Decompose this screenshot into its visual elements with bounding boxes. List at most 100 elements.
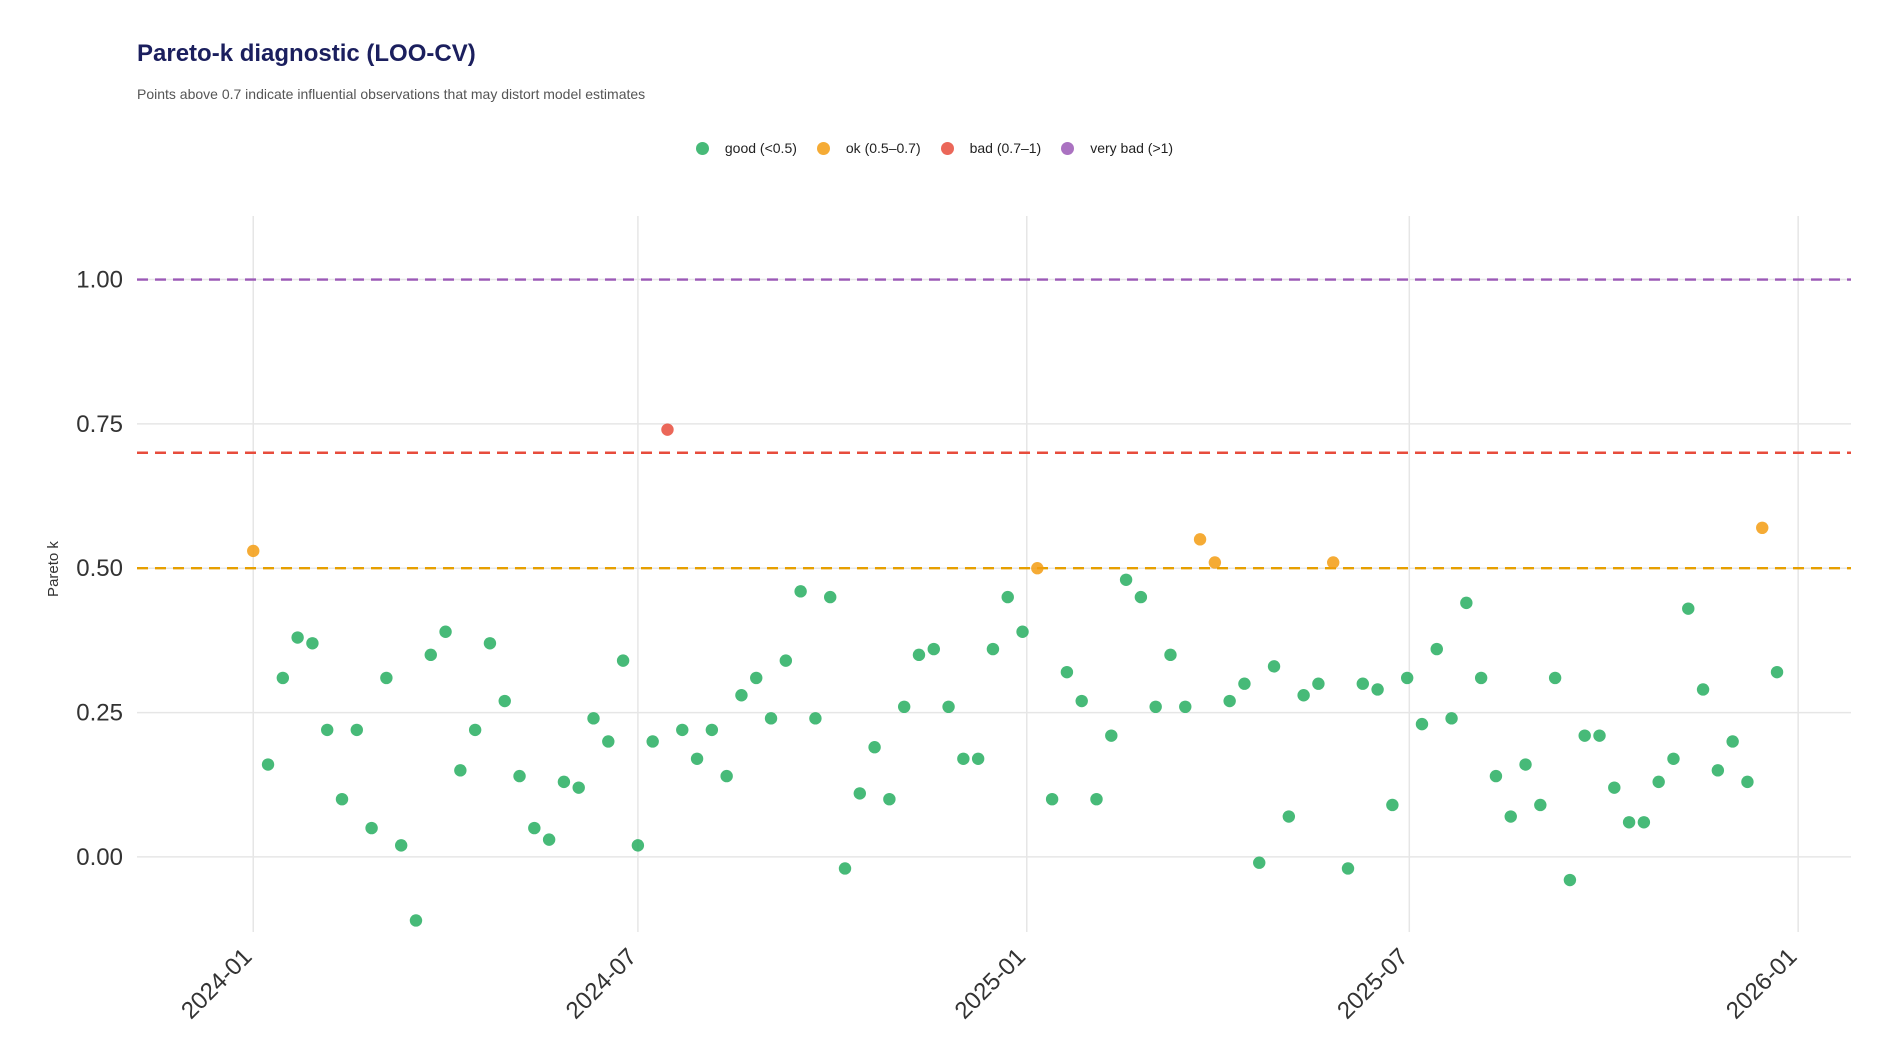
data-point bbox=[1090, 792, 1103, 806]
data-point bbox=[1031, 562, 1044, 575]
legend-label: good (<0.5) bbox=[724, 140, 797, 156]
data-point bbox=[1208, 556, 1222, 569]
data-point bbox=[498, 694, 511, 708]
legend-item: ok (0.5–0.7) bbox=[816, 140, 921, 156]
data-point bbox=[1548, 671, 1562, 685]
data-point bbox=[853, 787, 866, 800]
legend-label: bad (0.7–1) bbox=[969, 140, 1042, 156]
legend-swatch bbox=[940, 141, 954, 155]
data-point bbox=[1460, 596, 1473, 610]
data-point bbox=[276, 671, 290, 685]
data-point bbox=[1193, 533, 1207, 546]
data-point bbox=[424, 648, 437, 662]
data-point bbox=[1223, 694, 1236, 708]
data-point bbox=[1164, 648, 1177, 662]
legend: good (<0.5) ok (0.5–0.7) bad (0.7–1) very b… bbox=[0, 140, 1889, 156]
data-point bbox=[1519, 758, 1532, 771]
legend-label: very bad (>1) bbox=[1090, 140, 1174, 156]
data-point bbox=[1593, 729, 1606, 742]
x-tick-label: 2025-07 bbox=[1332, 943, 1413, 1024]
data-point bbox=[942, 700, 955, 714]
y-tick-label: 0.25 bbox=[76, 700, 123, 727]
data-point bbox=[646, 735, 659, 748]
data-point bbox=[1770, 665, 1784, 679]
data-point bbox=[1134, 590, 1148, 604]
data-point bbox=[1756, 521, 1769, 535]
data-point bbox=[1563, 873, 1577, 887]
data-point bbox=[1489, 769, 1503, 783]
data-point bbox=[690, 752, 704, 765]
data-point bbox=[1075, 694, 1088, 708]
data-point bbox=[1371, 683, 1384, 696]
x-tick-label: 2026-01 bbox=[1721, 943, 1802, 1024]
data-point bbox=[1726, 735, 1739, 748]
data-point bbox=[542, 833, 556, 846]
data-point bbox=[1119, 573, 1133, 586]
data-point bbox=[868, 741, 881, 754]
data-point bbox=[824, 590, 837, 604]
data-point bbox=[261, 758, 275, 771]
data-point bbox=[838, 862, 852, 875]
data-point bbox=[1312, 677, 1325, 690]
data-point bbox=[1415, 717, 1429, 731]
data-point bbox=[557, 775, 571, 789]
data-point bbox=[365, 821, 378, 835]
x-tick-label: 2024-01 bbox=[176, 943, 257, 1024]
data-point bbox=[513, 769, 526, 783]
data-point bbox=[661, 423, 674, 436]
legend-label: ok (0.5–0.7) bbox=[845, 140, 921, 156]
data-point bbox=[986, 642, 1000, 656]
data-point bbox=[1445, 712, 1458, 725]
legend-item: very bad (>1) bbox=[1061, 140, 1173, 156]
data-point bbox=[1430, 642, 1443, 656]
data-point bbox=[616, 654, 630, 667]
data-point bbox=[1667, 752, 1680, 765]
data-point bbox=[439, 625, 452, 638]
legend-item: bad (0.7–1) bbox=[940, 140, 1042, 156]
data-point bbox=[883, 792, 896, 806]
data-point bbox=[454, 764, 467, 777]
data-point bbox=[927, 642, 940, 656]
y-tick-label: 0.50 bbox=[76, 555, 123, 582]
data-point bbox=[602, 735, 615, 748]
data-point bbox=[1386, 798, 1399, 812]
data-point bbox=[306, 637, 319, 650]
data-point bbox=[1001, 590, 1014, 604]
data-point bbox=[897, 700, 911, 714]
threshold-lines bbox=[137, 278, 1851, 570]
data-point bbox=[1504, 810, 1517, 823]
data-point bbox=[1400, 671, 1414, 685]
data-point bbox=[394, 839, 408, 852]
data-point bbox=[764, 712, 778, 725]
data-point bbox=[335, 792, 349, 806]
data-point bbox=[1741, 775, 1754, 789]
data-point bbox=[1682, 602, 1695, 615]
data-point bbox=[1267, 660, 1281, 673]
data-point bbox=[409, 914, 423, 927]
data-point bbox=[676, 723, 689, 737]
data-point bbox=[572, 781, 585, 794]
data-point bbox=[1105, 729, 1118, 742]
data-point bbox=[779, 654, 793, 667]
y-tick-label: 0.75 bbox=[76, 411, 123, 438]
data-point bbox=[1060, 665, 1074, 679]
data-point bbox=[483, 637, 497, 650]
data-point bbox=[1016, 625, 1029, 638]
data-point bbox=[1356, 677, 1369, 690]
y-tick-label: 0.00 bbox=[76, 844, 123, 871]
legend-swatch bbox=[695, 141, 709, 155]
data-point bbox=[971, 752, 985, 765]
data-point bbox=[1045, 792, 1059, 806]
data-point bbox=[1297, 689, 1310, 702]
data-point bbox=[1149, 700, 1162, 714]
data-point bbox=[1327, 556, 1340, 569]
x-tick-label: 2025-01 bbox=[950, 943, 1031, 1024]
data-point bbox=[587, 712, 600, 725]
data-point bbox=[912, 648, 926, 662]
x-tick-label: 2024-07 bbox=[561, 943, 642, 1024]
data-point bbox=[1637, 816, 1651, 829]
data-point bbox=[1711, 764, 1725, 777]
data-points bbox=[247, 423, 1784, 927]
data-point bbox=[380, 671, 393, 685]
